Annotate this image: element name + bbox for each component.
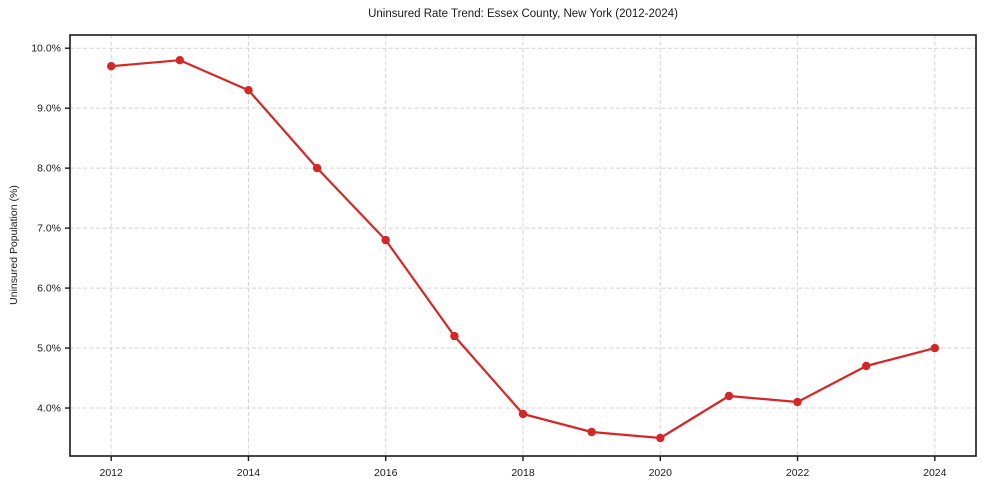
x-tick-label: 2012: [100, 467, 124, 479]
y-tick-label: 8.0%: [37, 163, 61, 175]
x-tick-label: 2022: [786, 467, 810, 479]
data-point-2022: [793, 397, 802, 407]
y-tick-label: 7.0%: [37, 223, 61, 235]
chart-title: Uninsured Rate Trend: Essex County, New …: [368, 8, 678, 20]
data-point-2019: [587, 427, 596, 437]
y-tick-label: 4.0%: [37, 403, 61, 415]
x-tick-label: 2014: [237, 467, 261, 479]
axes-frame: [69, 34, 977, 457]
y-tick-label: 10.0%: [31, 43, 61, 55]
data-point-2021: [724, 391, 734, 401]
data-point-2017: [450, 331, 459, 341]
y-tick-label: 5.0%: [37, 343, 61, 355]
x-tick-label: 2024: [923, 467, 947, 479]
data-point-2024: [930, 343, 939, 353]
x-tick-label: 2020: [649, 467, 673, 479]
data-point-2020: [656, 433, 665, 443]
data-point-2015: [312, 163, 322, 173]
y-tick-label: 6.0%: [37, 283, 61, 295]
data-point-2023: [862, 361, 871, 371]
data-point-2013: [175, 56, 184, 65]
data-point-2018: [518, 409, 528, 419]
data-point-2014: [244, 86, 253, 95]
data-point-2012: [107, 61, 116, 71]
y-tick-label: 9.0%: [37, 103, 61, 115]
data-point-2016: [381, 235, 390, 245]
x-tick-label: 2016: [374, 467, 398, 479]
x-tick-label: 2018: [511, 467, 535, 479]
